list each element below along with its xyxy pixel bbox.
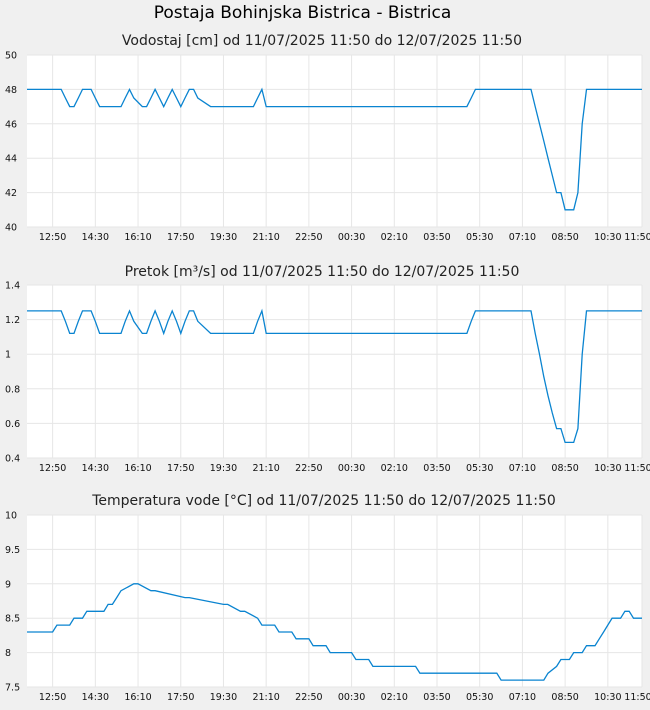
water-temperature-y-tick-label: 9.5 [5, 545, 20, 556]
water-level-x-tick-label: 12:50 [39, 232, 66, 243]
water-temperature-x-tick-label: 19:30 [210, 692, 237, 703]
discharge-y-tick-label: 0.4 [5, 454, 20, 465]
water-temperature-plot-area: 7.5 8 8.5 9 9.5 10 12:50 14:30 16:10 17:50 19:30 21… [5, 511, 650, 704]
water-temperature-x-tick-label: 22:50 [295, 692, 322, 703]
water-temperature-y-tick-label: 9 [5, 579, 11, 590]
water-temperature-y-tick-label: 8.5 [5, 614, 20, 625]
discharge-y-tick-label: 1 [5, 350, 11, 361]
discharge-plot-background [27, 285, 642, 458]
water-level-x-tick-label: 16:10 [124, 232, 151, 243]
water-level-x-tick-label: 08:50 [551, 232, 578, 243]
water-level-y-tick-label: 50 [5, 51, 17, 62]
discharge-x-tick-label: 02:10 [381, 463, 408, 474]
water-temperature-x-tick-label: 03:50 [423, 692, 450, 703]
discharge-plot-area: 0.4 0.6 0.8 1 1.2 1.4 12:50 14:30 16:10 17:50 19:3… [5, 281, 650, 475]
water-temperature-y-tick-label: 8 [5, 648, 11, 659]
discharge-x-tick-label: 00:30 [338, 463, 365, 474]
discharge-x-tick-label: 12:50 [39, 463, 66, 474]
station-title: Postaja Bohinjska Bistrica - Bistrica [153, 3, 452, 23]
water-level-chart: Vodostaj [cm] od 11/07/2025 11:50 do 12/… [5, 33, 650, 244]
water-temperature-x-tick-label: 17:50 [167, 692, 194, 703]
discharge-y-tick-label: 0.8 [5, 384, 20, 395]
water-level-x-tick-label: 00:30 [338, 232, 365, 243]
discharge-x-tick-label: 08:50 [551, 463, 578, 474]
discharge-x-tick-label: 19:30 [210, 463, 237, 474]
water-temperature-x-tick-label: 08:50 [551, 692, 578, 703]
discharge-x-tick-label: 07:10 [509, 463, 536, 474]
discharge-x-tick-label: 22:50 [295, 463, 322, 474]
water-temperature-x-tick-label: 02:10 [381, 692, 408, 703]
water-temperature-chart: Temperatura vode [°C] od 11/07/2025 11:5… [5, 493, 650, 704]
water-temperature-x-tick-label: 07:10 [509, 692, 536, 703]
water-level-x-tick-label: 22:50 [295, 232, 322, 243]
water-level-x-tick-label: 07:10 [509, 232, 536, 243]
water-level-series-line [27, 87, 642, 211]
water-temperature-x-tick-label: 05:30 [466, 692, 493, 703]
water-level-plot-background [27, 55, 642, 227]
water-level-y-tick-label: 48 [5, 85, 17, 96]
water-level-plot-area: 40 42 44 46 48 50 12:50 14:30 16:10 17:50 19:30 21:… [5, 51, 650, 244]
water-temperature-x-tick-label: 12:50 [39, 692, 66, 703]
water-level-x-tick-label: 14:30 [82, 232, 109, 243]
water-level-x-tick-label: 05:30 [466, 232, 493, 243]
discharge-x-tick-label: 03:50 [423, 463, 450, 474]
water-level-x-tick-label: 03:50 [423, 232, 450, 243]
water-temperature-x-tick-label: 21:10 [252, 692, 279, 703]
water-level-x-tick-label: 11:50 [624, 232, 650, 243]
water-level-x-tick-label: 17:50 [167, 232, 194, 243]
water-temperature-x-tick-label: 14:30 [82, 692, 109, 703]
discharge-y-tick-label: 0.6 [5, 419, 20, 430]
discharge-chart: Pretok [m³/s] od 11/07/2025 11:50 do 12/… [5, 264, 650, 475]
discharge-x-tick-label: 16:10 [124, 463, 151, 474]
water-temperature-y-tick-label: 7.5 [5, 683, 20, 694]
water-level-x-tick-label: 21:10 [252, 232, 279, 243]
water-level-x-tick-label: 10:30 [594, 232, 621, 243]
water-level-chart-title: Vodostaj [cm] od 11/07/2025 11:50 do 12/… [122, 33, 522, 49]
water-temperature-x-tick-label: 11:50 [624, 692, 650, 703]
water-temperature-y-tick-label: 10 [5, 511, 17, 522]
discharge-chart-title: Pretok [m³/s] od 11/07/2025 11:50 do 12/… [125, 264, 520, 280]
water-temperature-plot-background [27, 515, 642, 687]
water-level-x-tick-label: 19:30 [210, 232, 237, 243]
discharge-y-tick-label: 1.2 [5, 315, 20, 326]
water-temperature-series-line [27, 583, 642, 681]
water-temperature-chart-title: Temperatura vode [°C] od 11/07/2025 11:5… [91, 493, 556, 509]
discharge-x-tick-label: 21:10 [252, 463, 279, 474]
water-level-x-tick-label: 02:10 [381, 232, 408, 243]
water-level-y-tick-label: 46 [5, 119, 17, 130]
discharge-y-tick-label: 1.4 [5, 281, 20, 292]
discharge-x-tick-label: 10:30 [594, 463, 621, 474]
discharge-series-line [27, 308, 642, 444]
discharge-x-tick-label: 14:30 [82, 463, 109, 474]
water-temperature-x-tick-label: 10:30 [594, 692, 621, 703]
water-temperature-x-tick-label: 16:10 [124, 692, 151, 703]
water-level-y-tick-label: 40 [5, 223, 17, 234]
water-level-y-tick-label: 42 [5, 188, 17, 199]
discharge-x-tick-label: 11:50 [624, 463, 650, 474]
water-temperature-x-tick-label: 00:30 [338, 692, 365, 703]
discharge-x-tick-label: 17:50 [167, 463, 194, 474]
discharge-x-tick-label: 05:30 [466, 463, 493, 474]
water-level-y-tick-label: 44 [5, 154, 17, 165]
